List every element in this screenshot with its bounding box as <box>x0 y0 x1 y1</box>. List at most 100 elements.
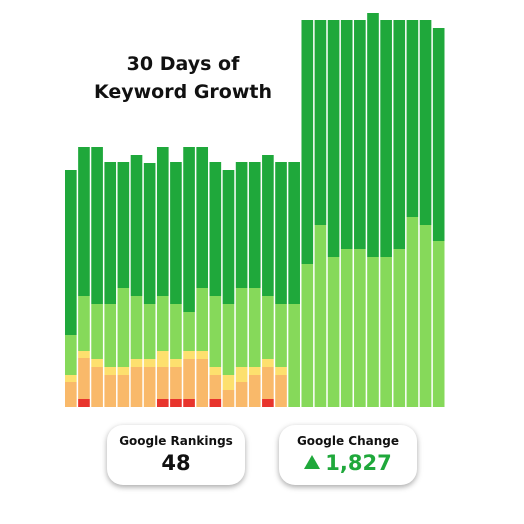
rankings-card: Google Rankings 48 <box>107 425 245 485</box>
bar-segment <box>130 367 143 407</box>
bar-segment <box>196 351 209 359</box>
bar-segment <box>117 162 130 288</box>
bar-segment <box>340 249 353 407</box>
bar-segment <box>65 382 77 407</box>
bar-segment <box>275 375 287 407</box>
bar-segment <box>340 20 353 249</box>
bar-segment <box>156 367 169 399</box>
bar-segment <box>248 162 261 288</box>
bar-segment <box>156 399 169 407</box>
bar-segment <box>209 296 222 367</box>
bar-segment <box>327 257 340 407</box>
bar-segment <box>143 367 156 407</box>
bar-segment <box>170 367 182 399</box>
bar-segment <box>235 162 248 288</box>
bar-segment <box>170 162 182 304</box>
bar-segment <box>91 359 103 367</box>
bar-segment <box>104 375 117 407</box>
bar-segment <box>117 367 130 375</box>
bar-segment <box>196 359 209 407</box>
bar-segment <box>78 351 90 358</box>
bar-segment <box>314 225 327 407</box>
bar-segment <box>117 288 130 367</box>
bar-segment <box>354 249 366 407</box>
card-label: Google Rankings <box>119 434 233 448</box>
bar-segment <box>91 304 103 359</box>
bar-segment <box>367 13 379 257</box>
chart-title: 30 Days of Keyword Growth <box>93 53 273 103</box>
up-arrow <box>304 455 321 469</box>
bar-segment <box>419 20 432 225</box>
bar-segment <box>209 399 222 407</box>
bar-segment <box>104 304 117 367</box>
bar-segment <box>248 288 261 367</box>
bar-segment <box>301 20 314 264</box>
bar-segment <box>406 20 419 217</box>
bar-segment <box>275 162 287 304</box>
card-label: Google Change <box>296 434 400 448</box>
bar-segment <box>183 359 195 399</box>
bar-segment <box>262 367 274 399</box>
bar-segment <box>143 163 156 304</box>
card-value-wrap: 1,827 <box>279 451 417 475</box>
bar-segment <box>183 399 195 407</box>
bar-segment <box>235 382 248 407</box>
bar-segment <box>262 359 274 367</box>
bar-segment <box>156 296 169 351</box>
bar-segment <box>432 28 445 241</box>
bar-segment <box>104 367 117 375</box>
bar-segment <box>183 147 195 312</box>
bar-segment <box>327 20 340 257</box>
bar-segment <box>91 367 103 407</box>
bar-segment <box>314 20 327 225</box>
card-value: 48 <box>161 451 191 475</box>
bar-segment <box>104 162 117 304</box>
bar-segment <box>380 257 392 407</box>
bar-segment <box>262 399 274 407</box>
bar-segment <box>209 162 222 296</box>
bar-segment <box>78 399 90 407</box>
bar-segment <box>275 367 287 375</box>
bar-segment <box>288 304 300 407</box>
bar-segment <box>235 288 248 367</box>
bar-segment <box>367 257 379 407</box>
bar-segment <box>406 217 419 407</box>
bar-segment <box>170 399 182 407</box>
bar-segment <box>262 296 274 359</box>
bar-segment <box>275 304 287 367</box>
bar-segment <box>248 367 261 375</box>
bar-segment <box>222 304 235 375</box>
bar-segment <box>209 367 222 375</box>
bar-segment <box>222 375 235 390</box>
card-value: 1,827 <box>325 451 392 475</box>
bar-segment <box>354 20 366 249</box>
bar-segment <box>170 304 182 359</box>
bar-segment <box>380 20 392 257</box>
bar-segment <box>222 170 235 304</box>
bar-segment <box>209 375 222 399</box>
bar-segment <box>196 147 209 288</box>
bar-segment <box>419 225 432 407</box>
bar-segment <box>78 296 90 351</box>
bar-segment <box>288 162 300 304</box>
bar-segment <box>156 351 169 367</box>
change-card: Google Change 1,827 <box>279 425 417 485</box>
bar-segment <box>130 155 143 296</box>
bar-segment <box>183 312 195 351</box>
bar-segment <box>170 359 182 367</box>
bar-segment <box>235 367 248 382</box>
bar-segment <box>183 351 195 359</box>
bar-segment <box>262 155 274 296</box>
bar-segment <box>130 296 143 359</box>
bar-segment <box>432 241 445 407</box>
bar-segment <box>248 375 261 407</box>
bar-segment <box>301 264 314 407</box>
bar-segment <box>78 147 90 296</box>
bar-segment <box>143 304 156 359</box>
bar-segment <box>91 147 103 304</box>
bar-segment <box>65 375 77 382</box>
bar-segment <box>393 20 406 249</box>
bar-segment <box>65 170 77 335</box>
